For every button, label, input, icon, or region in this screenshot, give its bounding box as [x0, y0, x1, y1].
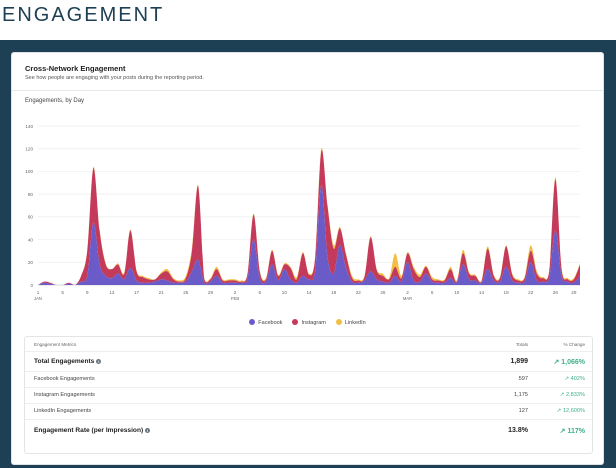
x-tick-label: 10 [282, 290, 288, 295]
metric-change: ↗ 12,600% [556, 408, 585, 414]
x-tick-month-label: MAR [403, 296, 412, 301]
engagement-metrics-table: Engagement Metrics Totals % Change Total… [24, 336, 593, 454]
series-area-instagram [38, 149, 580, 285]
metric-name: LinkedIn Engagements [34, 408, 92, 414]
legend-label: Facebook [258, 320, 283, 326]
x-tick-label: 2 [234, 290, 237, 295]
legend-item-linkedin[interactable]: LinkedIn [335, 319, 366, 326]
y-tick-label: 80 [28, 192, 34, 197]
x-tick-label: 29 [208, 290, 214, 295]
metrics-header-change: % Change [563, 342, 585, 347]
x-tick-month-label: FEB [231, 296, 239, 301]
series-area-facebook [38, 184, 580, 285]
x-tick-label: 22 [356, 290, 362, 295]
y-tick-label: 20 [28, 260, 34, 265]
metric-name: Engagement Rate (per Impression) i [34, 427, 151, 434]
chart-legend: Facebook Instagram LinkedIn [12, 319, 603, 326]
x-tick-label: 18 [504, 290, 510, 295]
metrics-row: Instagram Engagements 1,175 ↗ 2,833% [25, 387, 592, 404]
x-tick-label: 10 [454, 290, 460, 295]
x-tick-month-label: JAN [34, 296, 42, 301]
x-tick-label: 13 [109, 290, 115, 295]
metric-total: 1,899 [510, 358, 528, 365]
x-tick-label: 29 [571, 290, 577, 295]
legend-label: LinkedIn [344, 320, 366, 326]
series-area-linkedin [38, 147, 580, 285]
metrics-header-name: Engagement Metrics [34, 342, 77, 347]
metric-name: Instagram Engagements [34, 392, 95, 398]
metrics-row: Total Engagements i 1,899 ↗ 1,066% [25, 351, 592, 372]
x-tick-label: 2 [406, 290, 409, 295]
y-tick-label: 140 [25, 124, 33, 129]
divider [12, 90, 603, 91]
x-tick-label: 22 [528, 290, 534, 295]
legend-item-instagram[interactable]: Instagram [292, 319, 326, 326]
y-tick-label: 60 [28, 215, 34, 220]
metrics-header-row: Engagement Metrics Totals % Change [25, 337, 592, 351]
metric-total: 1,175 [514, 392, 528, 398]
metric-total: 597 [518, 376, 528, 382]
card-subtitle: See how people are engaging with your po… [25, 75, 204, 81]
y-tick-label: 100 [25, 169, 33, 174]
x-tick-label: 25 [183, 290, 189, 295]
y-tick-label: 40 [28, 237, 34, 242]
x-tick-label: 26 [380, 290, 386, 295]
metrics-row: LinkedIn Engagements 127 ↗ 12,600% [25, 403, 592, 420]
x-tick-label: 5 [61, 290, 64, 295]
engagement-card: Cross-Network Engagement See how people … [12, 53, 603, 464]
card-title: Cross-Network Engagement [25, 64, 126, 73]
metric-total: 13.8% [508, 427, 528, 434]
info-icon[interactable]: i [145, 428, 151, 433]
legend-label: Instagram [301, 320, 326, 326]
metrics-row: Facebook Engagements 597 ↗ 402% [25, 371, 592, 388]
legend-swatch [335, 319, 342, 325]
info-icon[interactable]: i [96, 359, 102, 364]
x-tick-label: 17 [134, 290, 140, 295]
legend-swatch [249, 319, 256, 325]
x-tick-label: 1 [37, 290, 40, 295]
x-tick-label: 6 [258, 290, 261, 295]
metric-change: ↗ 402% [564, 376, 585, 382]
metric-name: Facebook Engagements [34, 376, 95, 382]
metrics-row: Engagement Rate (per Impression) i 13.8% ↗ … [25, 419, 592, 442]
metric-change: ↗ 117% [559, 428, 585, 435]
x-tick-label: 9 [86, 290, 89, 295]
page-heading: ENGAGEMENT [2, 4, 165, 26]
x-tick-label: 18 [331, 290, 337, 295]
metrics-header-totals: Totals [516, 342, 528, 347]
metric-total: 127 [518, 408, 528, 414]
x-tick-label: 26 [553, 290, 559, 295]
x-tick-label: 21 [159, 290, 165, 295]
chart-label: Engagements, by Day [25, 98, 85, 104]
legend-item-facebook[interactable]: Facebook [249, 319, 282, 326]
metric-change: ↗ 2,833% [559, 392, 585, 398]
x-tick-label: 14 [306, 290, 312, 295]
x-tick-label: 14 [479, 290, 485, 295]
y-tick-label: 0 [30, 283, 33, 288]
metric-name: Total Engagements i [34, 358, 102, 365]
x-tick-label: 6 [431, 290, 434, 295]
y-tick-label: 120 [25, 147, 33, 152]
metric-change: ↗ 1,066% [553, 359, 585, 366]
legend-swatch [292, 319, 299, 325]
report-frame: Cross-Network Engagement See how people … [0, 40, 616, 468]
